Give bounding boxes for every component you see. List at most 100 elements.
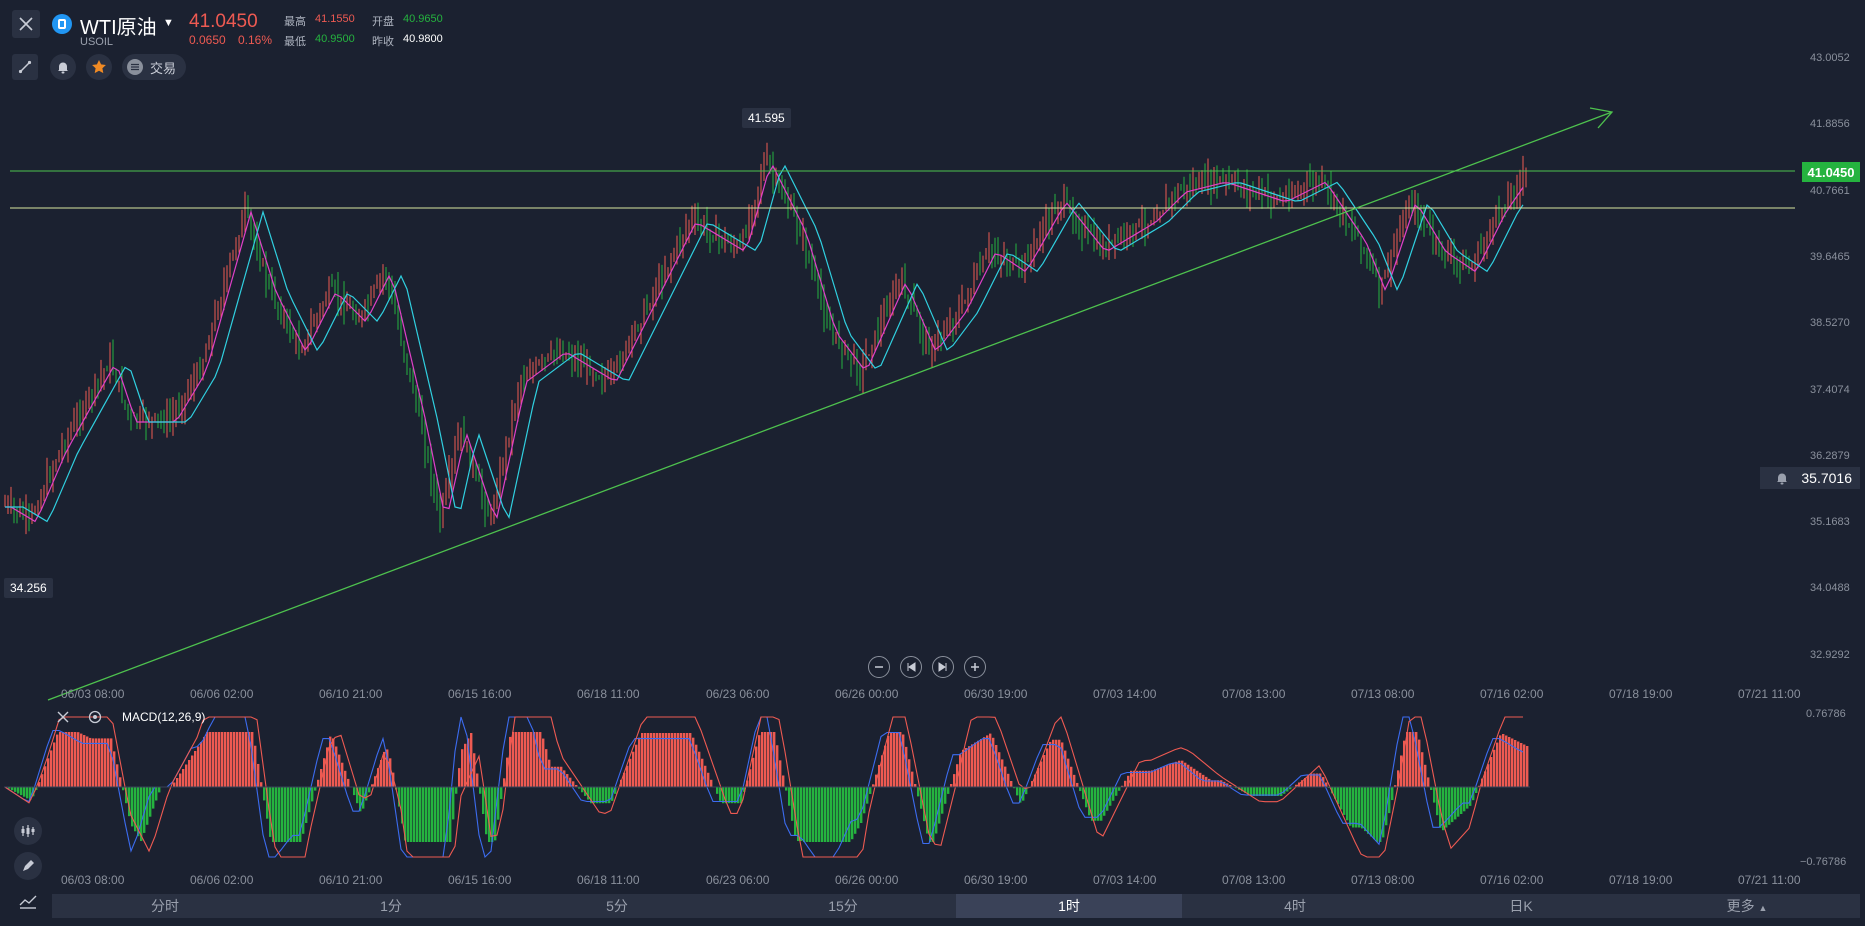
macd-bar: [878, 764, 881, 787]
minus-icon: [875, 666, 883, 668]
macd-bar: [257, 763, 260, 787]
macd-bar: [1280, 787, 1283, 796]
macd-axis-bottom: −0.76786: [1800, 856, 1847, 868]
macd-title: MACD(12,26,9): [122, 710, 206, 724]
macd-bar: [1505, 735, 1508, 787]
macd-bar: [53, 742, 56, 787]
macd-bar: [608, 787, 611, 804]
time-axis-label: 07/08 13:00: [1222, 873, 1286, 887]
macd-bar: [1169, 763, 1172, 787]
tab-timeframe-fenshi[interactable]: 分时: [151, 898, 179, 914]
symbol-name[interactable]: WTI原油: [80, 17, 157, 39]
time-axis-label: 07/13 08:00: [1351, 873, 1415, 887]
scroll-end-button[interactable]: [932, 656, 954, 678]
macd-bar: [683, 733, 686, 787]
macd-bar: [797, 787, 800, 841]
low-marker: 34.256: [4, 578, 53, 598]
macd-bar: [323, 758, 326, 787]
macd-bar: [59, 732, 62, 787]
indicator-button[interactable]: [14, 887, 42, 915]
macd-bar: [872, 784, 875, 787]
tab-timeframe-4h[interactable]: 4时: [1284, 898, 1306, 914]
tab-timeframe-daily[interactable]: 日K: [1509, 898, 1533, 914]
macd-line: [4, 715, 1523, 858]
moving-average-line: [5, 164, 1524, 523]
macd-bar: [848, 787, 851, 842]
macd-bar: [884, 745, 887, 787]
macd-bar: [1145, 770, 1148, 787]
macd-bar: [1064, 750, 1067, 787]
macd-bar: [512, 732, 515, 787]
macd-bar: [353, 787, 356, 796]
macd-bar: [95, 738, 98, 787]
macd-bar: [842, 787, 845, 842]
macd-bar: [20, 787, 23, 796]
trade-menu-icon: [127, 59, 143, 75]
macd-bar: [1136, 770, 1139, 787]
tab-timeframe-5m[interactable]: 5分: [606, 898, 628, 914]
macd-bar: [1358, 787, 1361, 828]
trade-button[interactable]: 交易: [122, 54, 186, 80]
macd-bar: [86, 736, 89, 787]
alert-button[interactable]: [50, 54, 76, 80]
draw-tool-button[interactable]: [12, 54, 38, 80]
macd-bar: [947, 787, 950, 794]
macd-bar: [1175, 761, 1178, 787]
macd-bar: [1466, 787, 1469, 809]
macd-bar: [1514, 740, 1517, 787]
macd-bar: [998, 752, 1001, 787]
macd-bar: [818, 787, 821, 842]
open-value: 40.9650: [403, 13, 443, 25]
macd-bar: [1454, 787, 1457, 820]
macd-bar: [218, 732, 221, 787]
candles-icon: [21, 825, 35, 837]
macd-bar: [467, 738, 470, 787]
macd-bar: [920, 787, 923, 809]
macd-bar: [1448, 787, 1451, 825]
alert-price-tag[interactable]: 35.7016: [1760, 467, 1860, 489]
macd-bar: [56, 734, 59, 787]
macd-bar: [464, 743, 467, 787]
macd-bar: [1076, 782, 1079, 787]
time-axis-label: 06/18 11:00: [577, 687, 640, 701]
macd-bar: [308, 787, 311, 813]
chart-type-button[interactable]: [14, 817, 42, 845]
macd-bar: [371, 784, 374, 787]
macd-bar: [1421, 752, 1424, 787]
pen-tool-button[interactable]: [14, 852, 42, 880]
chevron-down-icon[interactable]: ▼: [163, 17, 174, 29]
macd-bar: [716, 787, 719, 794]
macd-bar: [1349, 787, 1352, 826]
macd-bar: [665, 733, 668, 787]
macd-bar: [458, 768, 461, 787]
tab-timeframe-1h[interactable]: 1时: [956, 894, 1182, 918]
zoom-out-button[interactable]: [868, 656, 890, 678]
macd-bar: [833, 787, 836, 842]
macd-bar: [71, 732, 74, 787]
macd-settings-button[interactable]: [88, 710, 102, 729]
macd-bar: [989, 733, 992, 787]
close-button[interactable]: [12, 10, 40, 38]
tab-timeframe-15m[interactable]: 15分: [828, 898, 858, 914]
high-value: 41.1550: [315, 13, 355, 25]
macd-bar: [1103, 787, 1106, 816]
tab-timeframe-1m[interactable]: 1分: [380, 898, 402, 914]
macd-bar: [341, 762, 344, 787]
macd-bar: [92, 738, 95, 787]
scroll-start-button[interactable]: [900, 656, 922, 678]
zoom-in-button[interactable]: [964, 656, 986, 678]
macd-close-button[interactable]: [56, 710, 70, 729]
macd-bar: [1496, 742, 1499, 787]
macd-bar: [104, 738, 107, 787]
favorite-button[interactable]: [86, 54, 112, 80]
macd-bar: [902, 734, 905, 787]
tab-more[interactable]: 更多 ▲: [1634, 894, 1860, 918]
price-axis-label: 32.9292: [1810, 648, 1850, 661]
macd-bar: [398, 787, 401, 807]
macd-bar: [1355, 787, 1358, 828]
macd-bar: [965, 748, 968, 787]
price-change: 0.0650: [189, 33, 226, 47]
time-axis-label: 06/26 00:00: [835, 687, 899, 701]
macd-bar: [1190, 766, 1193, 787]
